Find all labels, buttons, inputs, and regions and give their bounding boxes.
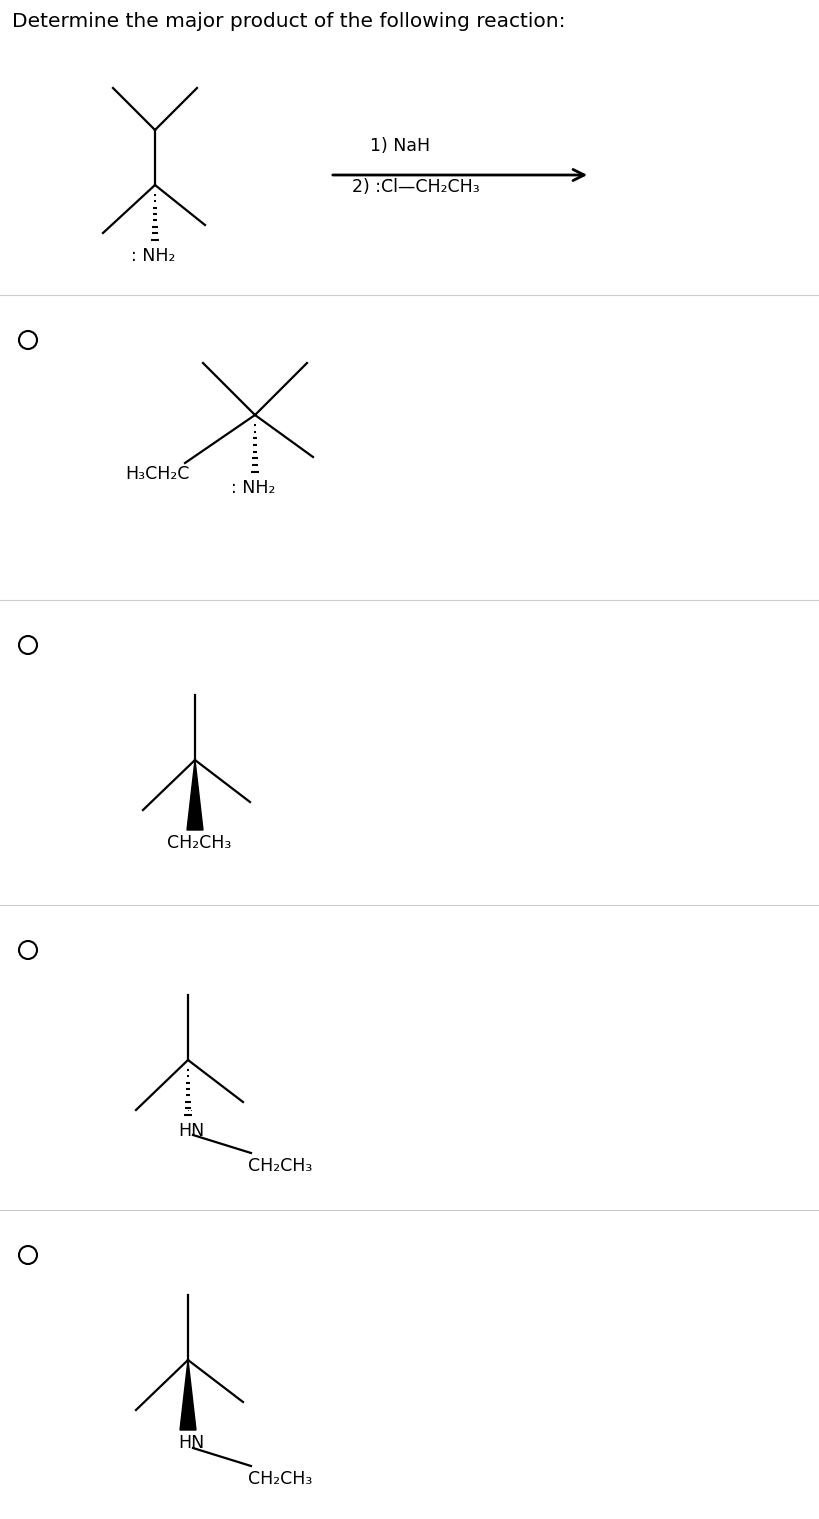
Polygon shape: [187, 760, 203, 829]
Text: 1) NaH: 1) NaH: [369, 137, 430, 155]
Text: CH₂CH₃: CH₂CH₃: [247, 1470, 312, 1489]
Text: 2) :C̈l—CH₂CH₃: 2) :C̈l—CH₂CH₃: [351, 178, 479, 196]
Polygon shape: [180, 1360, 196, 1429]
Text: : NH₂: : NH₂: [131, 248, 175, 264]
Text: ··: ··: [187, 1106, 192, 1116]
Text: ··: ··: [187, 1419, 192, 1428]
Text: HN: HN: [178, 1434, 204, 1452]
Text: CH₂CH₃: CH₂CH₃: [247, 1157, 312, 1176]
Text: HN: HN: [178, 1123, 204, 1139]
Text: Determine the major product of the following reaction:: Determine the major product of the follo…: [12, 12, 565, 30]
Text: : NH₂: : NH₂: [231, 478, 275, 497]
Text: CH₂CH₃: CH₂CH₃: [167, 834, 231, 852]
Text: H₃CH₂C: H₃CH₂C: [124, 465, 189, 483]
